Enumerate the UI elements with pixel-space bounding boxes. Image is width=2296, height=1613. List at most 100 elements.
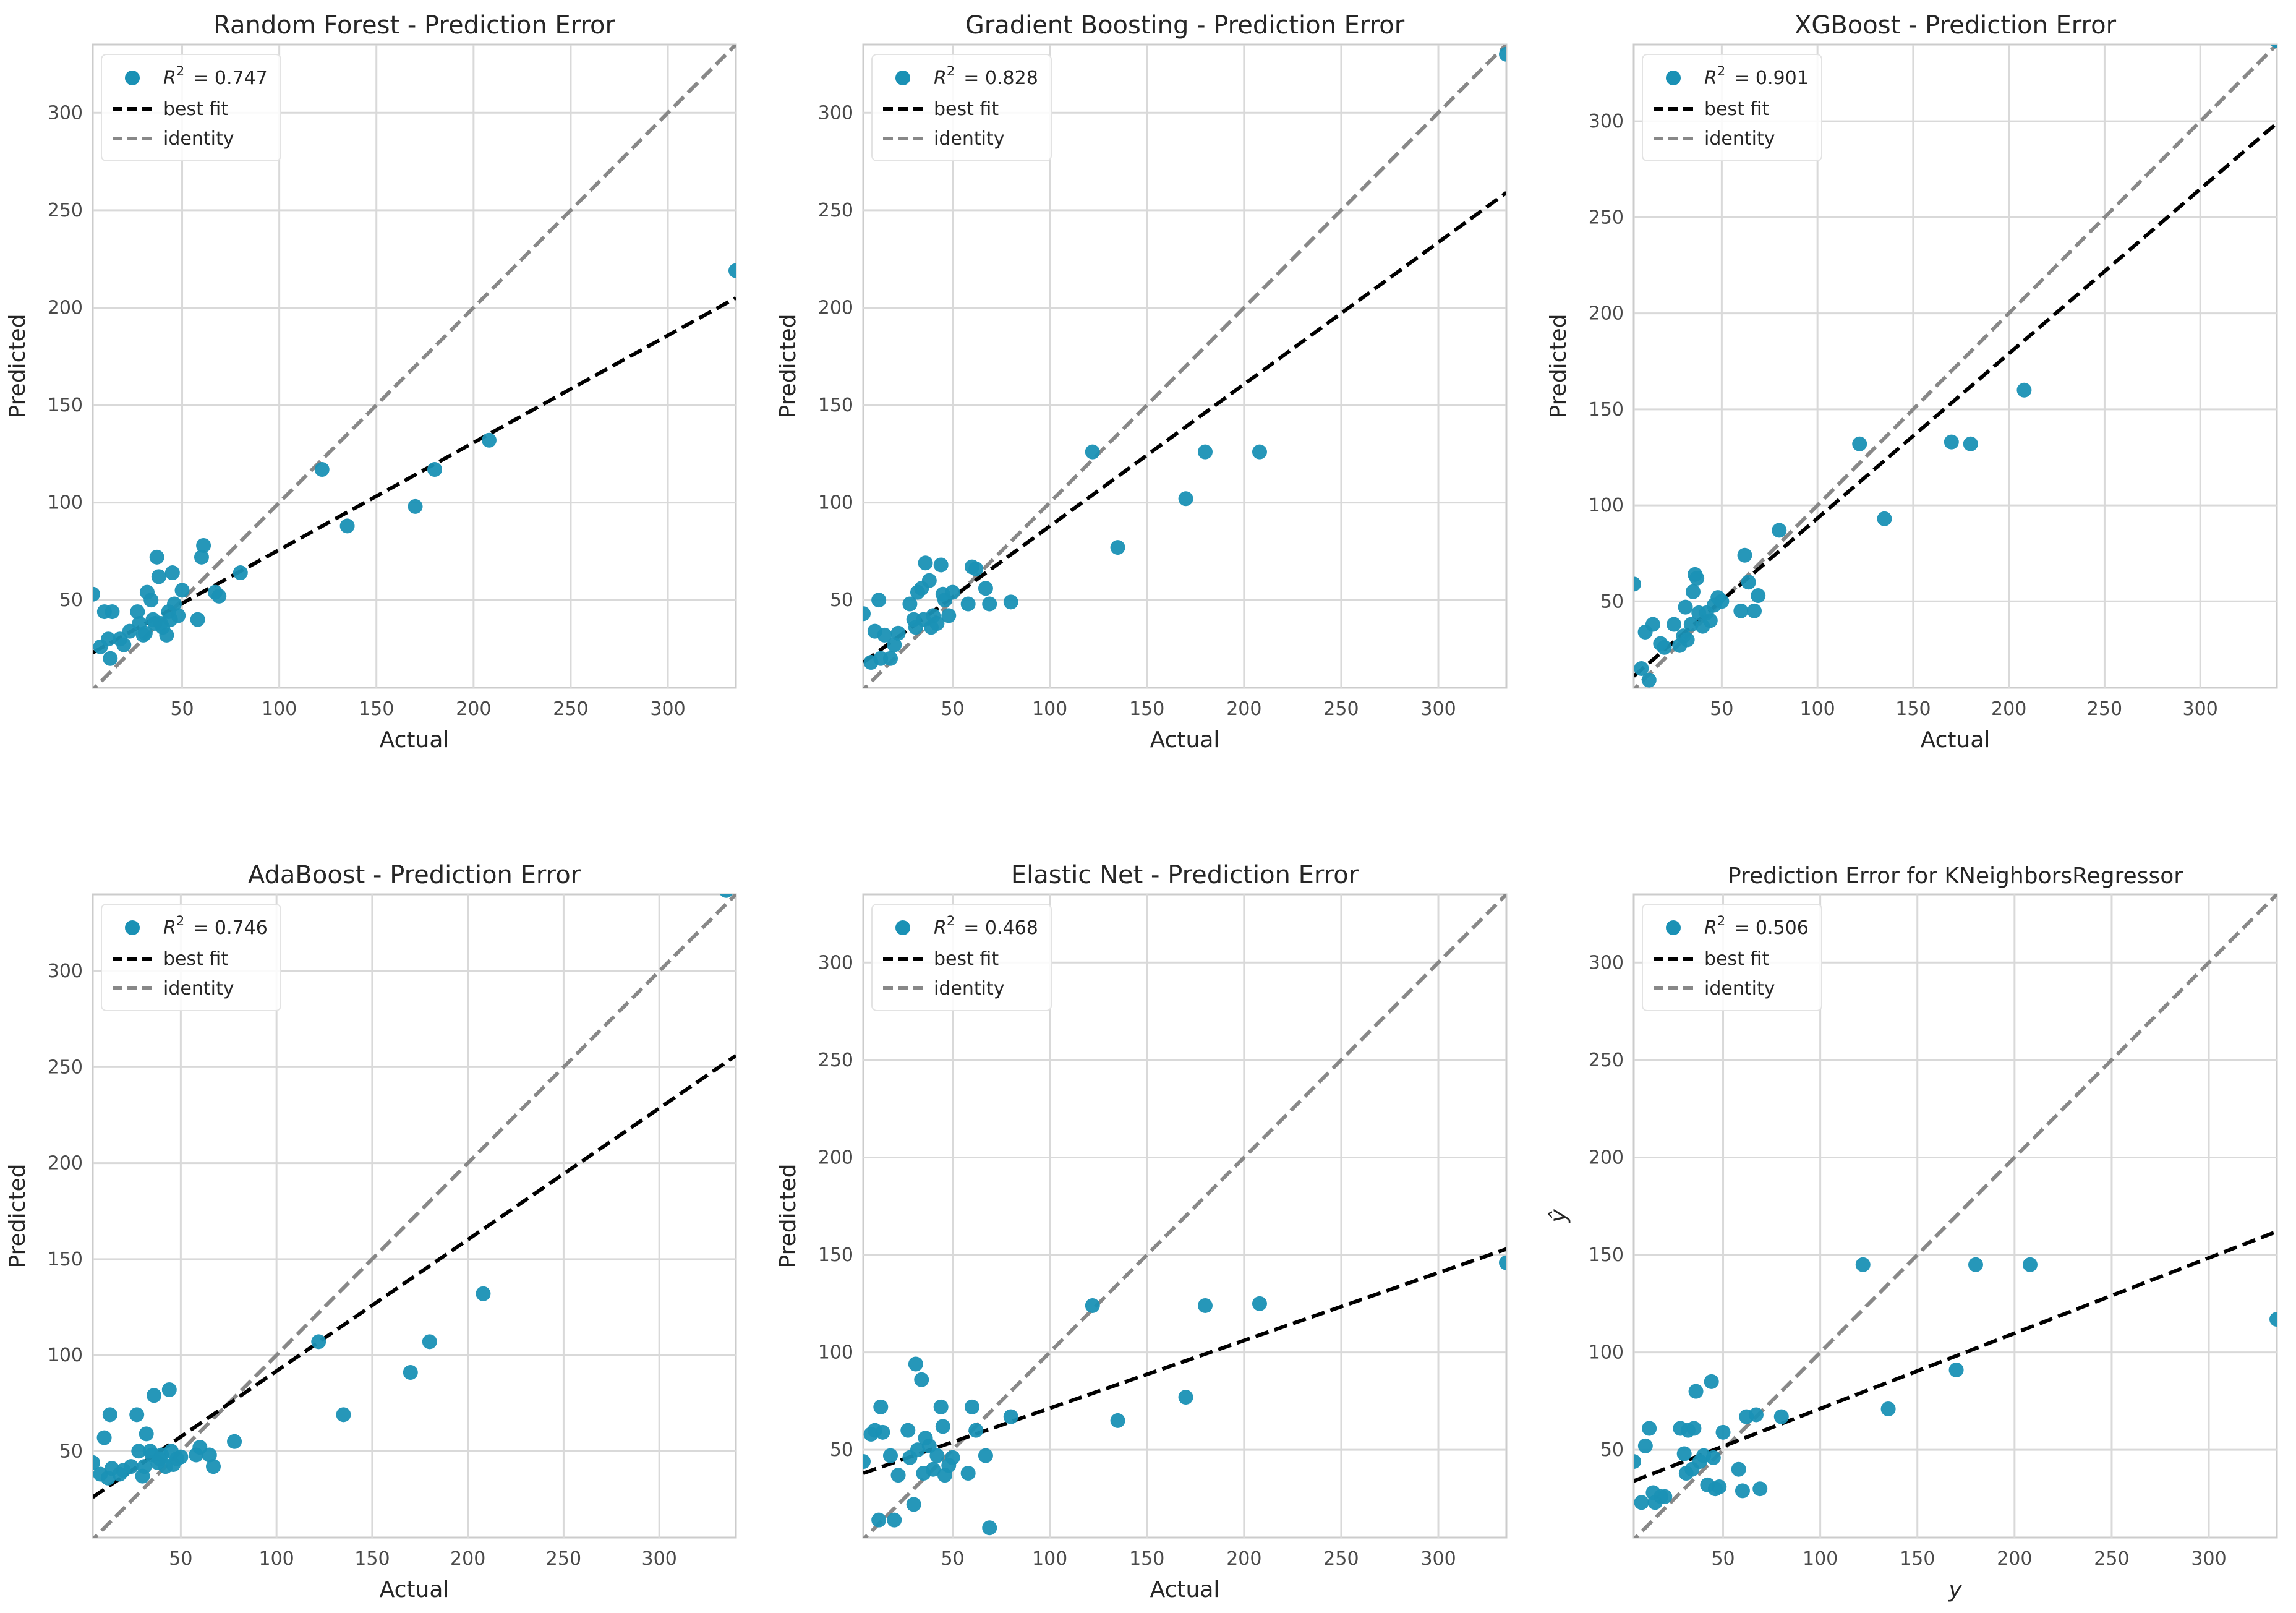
- legend-point-marker: [895, 71, 910, 85]
- data-point: [314, 462, 330, 477]
- legend-identity-label: identity: [163, 128, 234, 150]
- x-tick-label: 200: [1226, 698, 1261, 720]
- data-point: [339, 518, 355, 534]
- legend: R2 = 0.506 best fit identity: [1642, 904, 1822, 1011]
- legend-r2-symbol: R: [163, 917, 176, 939]
- chart-title: AdaBoost - Prediction Error: [248, 861, 581, 889]
- x-tick-label: 200: [450, 1548, 485, 1570]
- data-point: [1676, 1446, 1692, 1461]
- x-axis-label: y: [1948, 1577, 1962, 1602]
- data-point: [926, 1461, 941, 1477]
- data-point: [933, 1399, 949, 1414]
- y-tick-label: 100: [48, 492, 83, 514]
- data-point: [1645, 617, 1660, 632]
- y-tick-label: 100: [1589, 1342, 1624, 1364]
- data-point: [1642, 1421, 1657, 1436]
- data-point: [96, 1430, 112, 1445]
- data-point: [137, 1459, 152, 1474]
- y-tick-label: 250: [818, 1050, 853, 1071]
- y-tick-label: 50: [59, 1440, 83, 1462]
- data-point: [1678, 599, 1693, 615]
- data-point: [921, 573, 937, 588]
- data-point: [1085, 444, 1100, 460]
- legend-r2-label: R2 = 0.506: [1704, 913, 1809, 939]
- y-tick-label: 300: [1589, 111, 1624, 132]
- x-tick-label: 250: [1323, 698, 1359, 720]
- data-point: [202, 1447, 217, 1463]
- plot-content: [93, 894, 736, 1538]
- data-point: [1773, 1409, 1789, 1424]
- legend: R2 = 0.828 best fit identity: [871, 54, 1052, 161]
- legend: R2 = 0.747 best fit identity: [101, 54, 281, 161]
- data-point: [336, 1407, 351, 1423]
- x-tick-label: 100: [259, 1548, 294, 1570]
- data-point: [1634, 661, 1649, 676]
- x-tick-label: 300: [2183, 698, 2218, 720]
- data-point: [882, 1448, 898, 1463]
- data-point: [1178, 1390, 1193, 1405]
- data-point: [129, 1407, 145, 1423]
- x-tick-label: 200: [456, 698, 491, 720]
- x-tick-label: 50: [1711, 1548, 1735, 1570]
- data-point: [211, 588, 227, 604]
- legend-r2-value: = 0.901: [1734, 67, 1809, 89]
- data-point: [1705, 1450, 1721, 1465]
- y-tick-label: 100: [48, 1345, 83, 1366]
- x-tick-label: 150: [1129, 698, 1164, 720]
- legend-best-fit-label: best fit: [934, 948, 999, 970]
- legend-box: [101, 54, 281, 161]
- data-point: [941, 608, 957, 623]
- data-point: [1948, 1362, 1964, 1377]
- data-point: [877, 627, 892, 643]
- y-axis-label: Predicted: [5, 1164, 30, 1269]
- data-point: [910, 1442, 925, 1458]
- legend-r2-label: R2 = 0.901: [1704, 64, 1809, 89]
- data-point: [166, 596, 182, 612]
- legend-point-marker: [895, 920, 910, 935]
- legend-r2-superscript: 2: [1717, 913, 1725, 928]
- data-point: [964, 1399, 979, 1414]
- y-tick-label: 100: [818, 492, 853, 514]
- data-point: [1637, 1438, 1653, 1453]
- y-tick-label: 250: [1589, 207, 1624, 228]
- data-point: [1704, 1374, 1719, 1389]
- data-point: [173, 1449, 189, 1465]
- data-point: [890, 625, 906, 641]
- x-tick-label: 150: [354, 1548, 390, 1570]
- legend-r2-symbol: R: [1704, 67, 1717, 89]
- data-point: [149, 549, 164, 565]
- data-point: [1772, 523, 1787, 538]
- y-axis-label: Predicted: [775, 314, 801, 419]
- data-point: [1735, 1483, 1750, 1499]
- x-tick-label: 250: [546, 1548, 581, 1570]
- legend-r2-symbol: R: [163, 67, 176, 89]
- best-fit-line: [863, 1247, 1506, 1475]
- legend-best-fit-label: best fit: [163, 948, 228, 970]
- data-point: [1110, 540, 1125, 555]
- legend-identity-label: identity: [934, 978, 1004, 999]
- data-point: [105, 604, 120, 620]
- data-point: [863, 1454, 871, 1470]
- x-tick-label: 150: [1895, 698, 1931, 720]
- data-point: [720, 894, 733, 898]
- y-axis-label: Predicted: [775, 1164, 801, 1269]
- best-fit-line: [863, 191, 1506, 664]
- y-tick-label: 200: [818, 297, 853, 319]
- identity-line: [863, 894, 1506, 1538]
- data-point: [1641, 672, 1657, 688]
- x-tick-label: 100: [1800, 698, 1835, 720]
- legend-identity-label: identity: [1704, 128, 1775, 150]
- best-fit-line: [1634, 122, 2277, 678]
- legend-box: [1642, 904, 1822, 1011]
- chart-title: Random Forest - Prediction Error: [213, 11, 615, 40]
- legend-r2-value: = 0.747: [193, 67, 268, 89]
- y-tick-label: 150: [48, 1249, 83, 1270]
- data-point: [1688, 1384, 1704, 1399]
- data-point: [1634, 1454, 1641, 1470]
- x-tick-label: 250: [2087, 698, 2122, 720]
- y-tick-label: 300: [48, 961, 83, 982]
- chart-panel-6: 50 100 150 200 250 300 50 100 150 200 250 300 Predic…: [1546, 863, 2278, 1602]
- data-point: [914, 1372, 929, 1387]
- legend-r2-label: R2 = 0.468: [934, 913, 1038, 939]
